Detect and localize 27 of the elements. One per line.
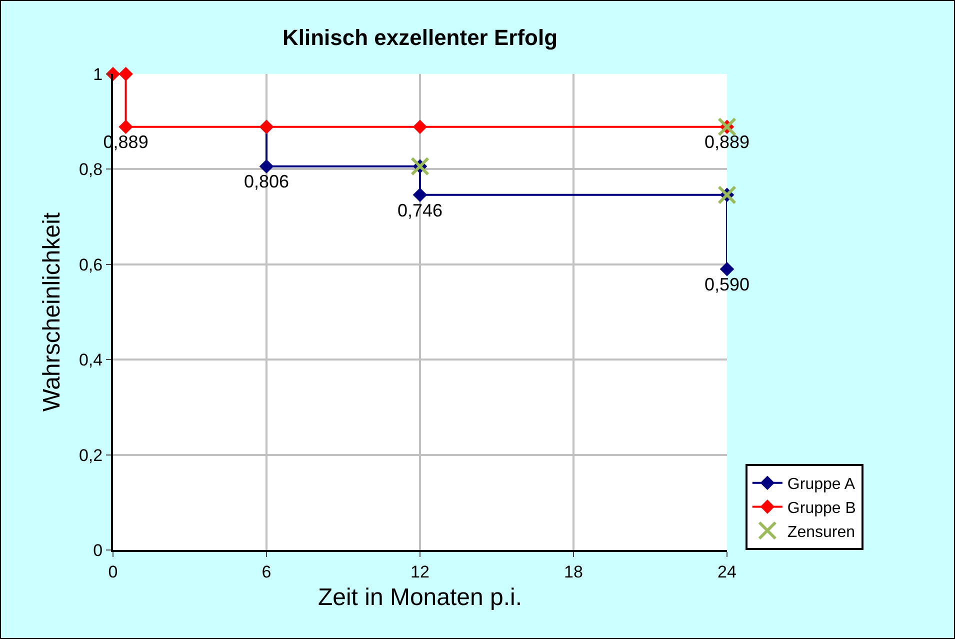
y-tick-label: 0,4 [78,350,103,370]
x-tick-label: 24 [718,562,736,582]
legend-label: Gruppe A [787,476,856,494]
data-label: 0,889 [704,132,750,152]
y-tick-label: 0 [93,540,103,560]
y-axis-title: Wahrscheinlichkeit [38,212,66,412]
y-tick-label: 1 [93,64,103,84]
point [259,159,274,174]
point [720,262,734,276]
x-axis-title: Zeit in Monaten p.i. [318,584,522,612]
data-label: 0,590 [704,274,750,295]
y-tick-label: 0,6 [78,255,103,274]
y-tick-label: 0,8 [78,160,103,180]
point [412,120,428,134]
chart-title: Klinisch exzellenter Erfolg [282,25,558,50]
data-label: 0,746 [397,200,443,220]
point [118,120,133,134]
x-tick-label: 0 [108,562,118,582]
point [118,66,133,82]
x-tick-label: 6 [262,562,272,582]
data-label: 0,806 [244,172,290,192]
x-tick-label: 18 [564,562,583,582]
y-tick-label: 0,2 [78,446,103,465]
point [412,188,428,202]
legend-label: Zensuren [787,524,856,541]
legend-label: Gruppe B [787,500,856,517]
x-tick-label: 12 [410,562,430,582]
